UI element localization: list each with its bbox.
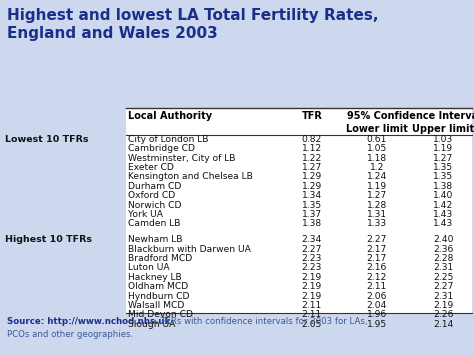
Text: 2.12: 2.12: [367, 273, 387, 282]
Text: 1.19: 1.19: [433, 144, 453, 153]
Text: 2.27: 2.27: [302, 245, 322, 253]
Text: 1.96: 1.96: [367, 311, 387, 320]
Text: 1.19: 1.19: [367, 182, 387, 191]
Text: Lower limit: Lower limit: [346, 124, 408, 134]
Text: 95% Confidence Interval: 95% Confidence Interval: [347, 111, 474, 121]
Text: Durham CD: Durham CD: [128, 182, 182, 191]
Text: 1.27: 1.27: [367, 191, 387, 200]
Text: 1.12: 1.12: [302, 144, 322, 153]
Text: 2.16: 2.16: [367, 263, 387, 272]
Text: Hackney LB: Hackney LB: [128, 273, 182, 282]
Text: 1.22: 1.22: [302, 154, 322, 163]
Text: 2.06: 2.06: [366, 292, 387, 301]
Bar: [126, 108, 472, 313]
Text: 1.27: 1.27: [302, 163, 322, 172]
Text: 1.35: 1.35: [433, 163, 453, 172]
Text: 2.28: 2.28: [433, 254, 453, 263]
Text: PCOs and other geographies.: PCOs and other geographies.: [7, 330, 133, 339]
Text: Norwich CD: Norwich CD: [128, 201, 182, 209]
Text: 2.23: 2.23: [302, 254, 322, 263]
Text: Cambridge CD: Cambridge CD: [128, 144, 195, 153]
Text: 2.31: 2.31: [433, 292, 453, 301]
Text: 2.19: 2.19: [433, 301, 453, 310]
Text: 2.25: 2.25: [433, 273, 453, 282]
Text: Exeter CD: Exeter CD: [128, 163, 174, 172]
Text: Slough UA: Slough UA: [128, 320, 175, 329]
Text: Source: http://www.nchod.nhs.uk: Source: http://www.nchod.nhs.uk: [7, 317, 171, 326]
Text: 0.82: 0.82: [302, 135, 322, 144]
Text: 1.40: 1.40: [433, 191, 453, 200]
Text: Local Authority: Local Authority: [128, 111, 212, 121]
Text: 1.38: 1.38: [302, 219, 322, 228]
Text: 1.34: 1.34: [302, 191, 322, 200]
Text: Westminster, City of LB: Westminster, City of LB: [128, 154, 236, 163]
Text: Upper limit: Upper limit: [412, 124, 474, 134]
Text: 1.38: 1.38: [433, 182, 453, 191]
Text: 2.14: 2.14: [433, 320, 453, 329]
Text: 1.33: 1.33: [367, 219, 387, 228]
Text: 1.05: 1.05: [367, 144, 387, 153]
Text: Oldham MCD: Oldham MCD: [128, 282, 188, 291]
Text: - TFRs with confidence intervals for 2003 for LAs,: - TFRs with confidence intervals for 200…: [152, 317, 367, 326]
Text: Lowest 10 TFRs: Lowest 10 TFRs: [5, 135, 88, 144]
Text: 1.42: 1.42: [433, 201, 453, 209]
Text: 1.31: 1.31: [367, 210, 387, 219]
Text: Luton UA: Luton UA: [128, 263, 170, 272]
Text: 2.19: 2.19: [302, 273, 322, 282]
Text: 1.28: 1.28: [367, 201, 387, 209]
Text: 1.37: 1.37: [302, 210, 322, 219]
Text: 1.43: 1.43: [433, 219, 453, 228]
Text: 2.27: 2.27: [367, 235, 387, 244]
Text: 1.95: 1.95: [367, 320, 387, 329]
Text: Oxford CD: Oxford CD: [128, 191, 175, 200]
Text: 1.29: 1.29: [302, 182, 322, 191]
Text: 2.17: 2.17: [367, 245, 387, 253]
Text: Hyndburn CD: Hyndburn CD: [128, 292, 190, 301]
Text: York UA: York UA: [128, 210, 163, 219]
Text: 0.61: 0.61: [367, 135, 387, 144]
Text: Camden LB: Camden LB: [128, 219, 181, 228]
Text: Highest 10 TFRs: Highest 10 TFRs: [5, 235, 92, 244]
Text: 2.11: 2.11: [367, 282, 387, 291]
Text: 2.26: 2.26: [433, 311, 454, 320]
Text: 1.03: 1.03: [433, 135, 453, 144]
Text: 2.17: 2.17: [367, 254, 387, 263]
Text: 2.05: 2.05: [302, 320, 322, 329]
Text: City of London LB: City of London LB: [128, 135, 209, 144]
Text: 2.31: 2.31: [433, 263, 453, 272]
Text: 2.11: 2.11: [302, 301, 322, 310]
Text: 2.19: 2.19: [302, 282, 322, 291]
Text: 1.29: 1.29: [302, 173, 322, 181]
Text: Highest and lowest LA Total Fertility Rates,
England and Wales 2003: Highest and lowest LA Total Fertility Ra…: [7, 8, 379, 41]
Text: Blackburn with Darwen UA: Blackburn with Darwen UA: [128, 245, 251, 253]
Text: TFR: TFR: [301, 111, 322, 121]
Text: 2.40: 2.40: [433, 235, 454, 244]
Text: 1.2: 1.2: [370, 163, 384, 172]
Text: 2.34: 2.34: [302, 235, 322, 244]
Text: 2.23: 2.23: [302, 263, 322, 272]
Text: 1.18: 1.18: [367, 154, 387, 163]
Text: 2.04: 2.04: [366, 301, 387, 310]
Text: Newham LB: Newham LB: [128, 235, 182, 244]
Text: 1.35: 1.35: [433, 173, 453, 181]
Text: Kensington and Chelsea LB: Kensington and Chelsea LB: [128, 173, 253, 181]
Text: 2.36: 2.36: [433, 245, 453, 253]
Text: 1.24: 1.24: [367, 173, 387, 181]
Text: 1.35: 1.35: [302, 201, 322, 209]
Text: Mid Devon CD: Mid Devon CD: [128, 311, 193, 320]
Text: 2.19: 2.19: [302, 292, 322, 301]
Text: 1.27: 1.27: [433, 154, 453, 163]
Text: 2.27: 2.27: [433, 282, 453, 291]
Text: 2.11: 2.11: [302, 311, 322, 320]
Text: Walsall MCD: Walsall MCD: [128, 301, 184, 310]
Text: 1.43: 1.43: [433, 210, 453, 219]
Text: Bradford MCD: Bradford MCD: [128, 254, 192, 263]
